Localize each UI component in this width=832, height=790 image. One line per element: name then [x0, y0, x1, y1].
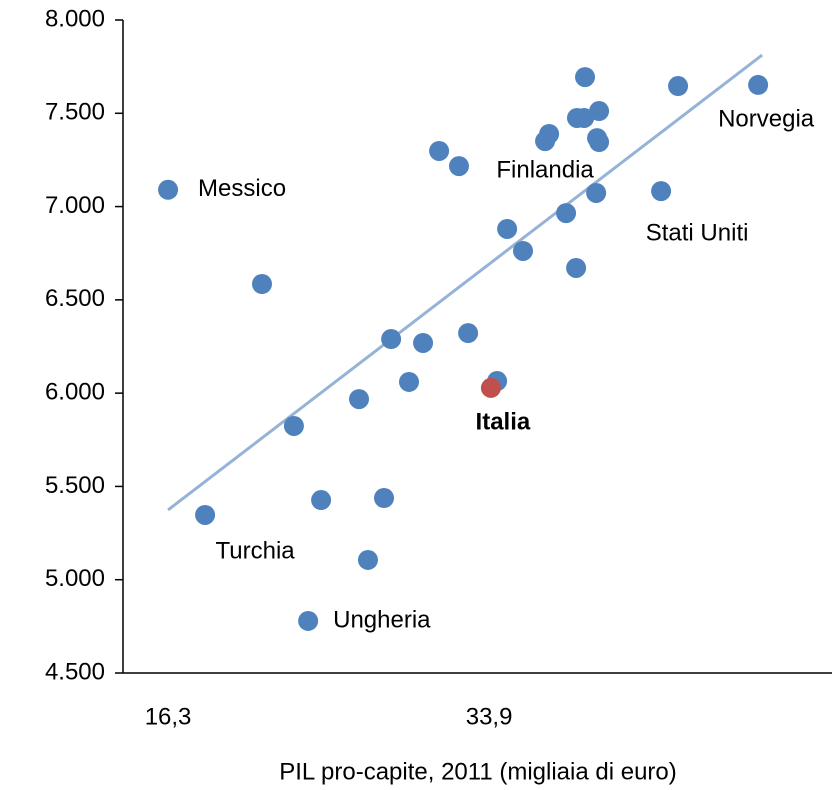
point: [589, 101, 610, 122]
point: [566, 257, 587, 278]
point: [195, 504, 216, 525]
point-label: Italia: [476, 408, 531, 435]
point: [381, 329, 402, 350]
point: [349, 389, 370, 410]
point-label: Norvegia: [718, 105, 815, 132]
point: [458, 323, 479, 344]
point: [374, 487, 395, 508]
y-tick-label: 5.000: [45, 565, 105, 592]
point: [668, 76, 689, 97]
point: [575, 67, 596, 88]
point: [586, 182, 607, 203]
point-label: Stati Uniti: [646, 219, 749, 246]
point: [539, 123, 560, 144]
point: [589, 132, 610, 153]
point: [556, 203, 577, 224]
point: [311, 490, 332, 511]
point: [283, 415, 304, 436]
point-label: Ungheria: [333, 606, 431, 633]
x-tick-label: 16,3: [145, 703, 192, 730]
point: [448, 156, 469, 177]
trendline: [167, 53, 764, 512]
point: [429, 140, 450, 161]
y-tick-label: 5.500: [45, 472, 105, 499]
point: [480, 377, 501, 398]
point: [748, 74, 769, 95]
point: [513, 240, 534, 261]
point: [251, 273, 272, 294]
y-tick-label: 7.000: [45, 192, 105, 219]
point: [158, 179, 179, 200]
point-label: Messico: [198, 175, 286, 202]
y-tick-label: 4.500: [45, 658, 105, 685]
y-tick-label: 6.000: [45, 378, 105, 405]
point-label: Finlandia: [496, 156, 594, 183]
x-tick-label: 33,9: [466, 703, 513, 730]
point: [298, 610, 319, 631]
y-tick-label: 7.500: [45, 99, 105, 126]
point: [651, 181, 672, 202]
point: [357, 549, 378, 570]
x-axis-label: PIL pro-capite, 2011 (migliaia di euro): [279, 758, 677, 785]
y-tick-label: 6.500: [45, 285, 105, 312]
point-label: Turchia: [216, 537, 296, 564]
point: [497, 218, 518, 239]
point: [574, 107, 595, 128]
point: [399, 371, 420, 392]
point: [413, 332, 434, 353]
y-tick-label: 8.000: [45, 5, 105, 32]
